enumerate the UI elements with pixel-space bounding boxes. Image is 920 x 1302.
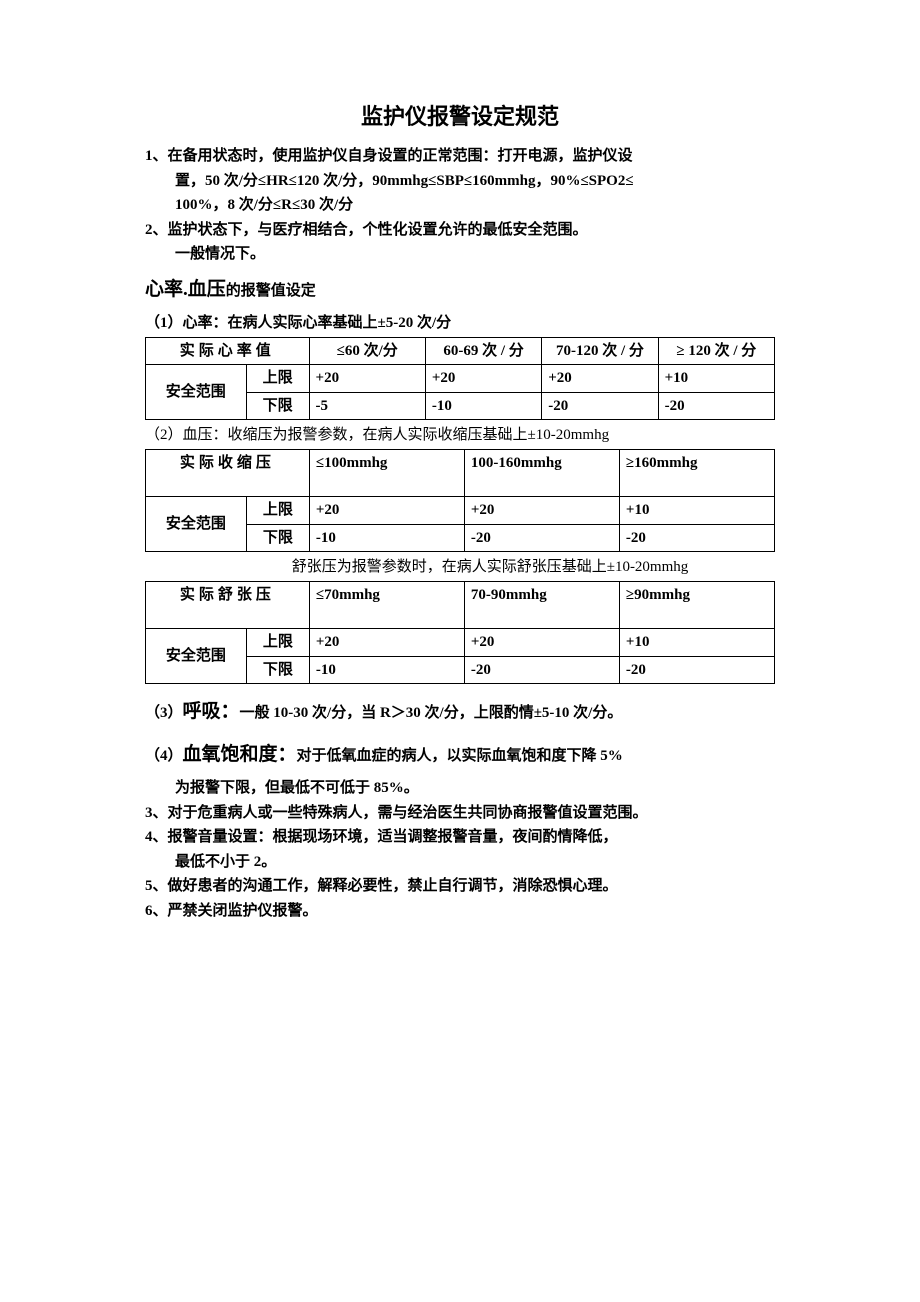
page-title: 监护仪报警设定规范 bbox=[145, 100, 775, 133]
cell-header: 70-90mmhg bbox=[464, 581, 619, 629]
list-marker: 6、 bbox=[145, 903, 168, 919]
tail-item-6: 6、严禁关闭监护仪报警。 bbox=[145, 900, 775, 923]
spo2-prefix: （4） bbox=[145, 748, 183, 764]
cell-range-label: 安全范围 bbox=[146, 365, 247, 420]
spo2-big: 血氧饱和度： bbox=[183, 744, 297, 765]
cell-value: -20 bbox=[464, 656, 619, 684]
table-row: 安全范围 上限 +20 +20 +10 bbox=[146, 497, 775, 525]
cell-value: -20 bbox=[619, 656, 774, 684]
dbp-caption: 舒张压为报警参数时，在病人实际舒张压基础上±10-20mmhg bbox=[145, 556, 775, 579]
cell-header: ≥160mmhg bbox=[619, 449, 774, 497]
intro-item-2-line2: 一般情况下。 bbox=[145, 243, 775, 266]
dbp-table: 实际舒张压 ≤70mmhg 70-90mmhg ≥90mmhg 安全范围 上限 … bbox=[145, 581, 775, 685]
cell-upper-label: 上限 bbox=[246, 629, 309, 657]
sbp-table: 实际收缩压 ≤100mmhg 100-160mmhg ≥160mmhg 安全范围… bbox=[145, 449, 775, 553]
spo2-line2: 为报警下限，但最低不可低于 85%。 bbox=[145, 777, 775, 800]
text: 报警音量设置：根据现场环境，适当调整报警音量，夜间酌情降低， bbox=[168, 829, 618, 845]
cell-value: +20 bbox=[309, 497, 464, 525]
cell-row-label: 实际收缩压 bbox=[146, 449, 310, 497]
heading-rest: 的报警值设定 bbox=[226, 283, 316, 299]
cell-header: ≤60 次/分 bbox=[309, 337, 425, 365]
cell-lower-label: 下限 bbox=[246, 656, 309, 684]
text: 做好患者的沟通工作，解释必要性，禁止自行调节，消除恐惧心理。 bbox=[168, 878, 618, 894]
tail-item-5: 5、做好患者的沟通工作，解释必要性，禁止自行调节，消除恐惧心理。 bbox=[145, 875, 775, 898]
cell-value: +20 bbox=[464, 497, 619, 525]
cell-value: +20 bbox=[542, 365, 658, 393]
cell-value: -20 bbox=[658, 392, 774, 420]
table-row: 实际舒张压 ≤70mmhg 70-90mmhg ≥90mmhg bbox=[146, 581, 775, 629]
cell-upper-label: 上限 bbox=[246, 497, 309, 525]
resp-prefix: （3） bbox=[145, 705, 183, 721]
sbp-caption: （2）血压：收缩压为报警参数，在病人实际收缩压基础上±10-20mmhg bbox=[145, 424, 775, 447]
list-marker: 2、 bbox=[145, 222, 168, 238]
cell-header: 60-69 次 / 分 bbox=[425, 337, 541, 365]
resp-section: （3）呼吸：一般 10-30 次/分，当 R＞30 次/分，上限酌情±5-10 … bbox=[145, 698, 775, 727]
cell-value: +10 bbox=[619, 629, 774, 657]
table-row: 安全范围 上限 +20 +20 +20 +10 bbox=[146, 365, 775, 393]
text: 在备用状态时，使用监护仪自身设置的正常范围：打开电源，监护仪设 bbox=[168, 148, 633, 164]
text: 严禁关闭监护仪报警。 bbox=[168, 903, 318, 919]
list-marker: 5、 bbox=[145, 878, 168, 894]
intro-item-2: 2、监护状态下，与医疗相结合，个性化设置允许的最低安全范围。 bbox=[145, 219, 775, 242]
cell-value: -20 bbox=[542, 392, 658, 420]
spo2-rest1: 对于低氧血症的病人，以实际血氧饱和度下降 5% bbox=[297, 748, 623, 764]
cell-value: -10 bbox=[425, 392, 541, 420]
cell-value: +10 bbox=[619, 497, 774, 525]
cell-header: 70-120 次 / 分 bbox=[542, 337, 658, 365]
spo2-section: （4）血氧饱和度：对于低氧血症的病人，以实际血氧饱和度下降 5% bbox=[145, 741, 775, 770]
resp-rest: 一般 10-30 次/分，当 R＞30 次/分，上限酌情±5-10 次/分。 bbox=[240, 705, 623, 721]
table-row: 安全范围 上限 +20 +20 +10 bbox=[146, 629, 775, 657]
cell-value: -10 bbox=[309, 656, 464, 684]
cell-header: ≥90mmhg bbox=[619, 581, 774, 629]
cell-header: ≥ 120 次 / 分 bbox=[658, 337, 774, 365]
heading-big: 心率.血压 bbox=[145, 279, 226, 300]
cell-range-label: 安全范围 bbox=[146, 497, 247, 552]
tail-item-4-line2: 最低不小于 2。 bbox=[145, 851, 775, 874]
intro-item-1-line2: 置，50 次/分≤HR≤120 次/分，90mmhg≤SBP≤160mmhg，9… bbox=[145, 170, 775, 193]
resp-big: 呼吸： bbox=[183, 701, 240, 722]
cell-value: -20 bbox=[464, 524, 619, 552]
cell-value: +20 bbox=[309, 629, 464, 657]
table-row: 实际收缩压 ≤100mmhg 100-160mmhg ≥160mmhg bbox=[146, 449, 775, 497]
cell-range-label: 安全范围 bbox=[146, 629, 247, 684]
hr-table: 实际心率值 ≤60 次/分 60-69 次 / 分 70-120 次 / 分 ≥… bbox=[145, 337, 775, 421]
cell-value: -5 bbox=[309, 392, 425, 420]
cell-header: ≤100mmhg bbox=[309, 449, 464, 497]
list-marker: 3、 bbox=[145, 805, 168, 821]
cell-row-label: 实际心率值 bbox=[146, 337, 310, 365]
list-marker: 1、 bbox=[145, 148, 168, 164]
tail-item-3: 3、对于危重病人或一些特殊病人，需与经治医生共同协商报警值设置范围。 bbox=[145, 802, 775, 825]
heading-hr-bp: 心率.血压的报警值设定 bbox=[145, 276, 775, 305]
hr-caption: （1）心率：在病人实际心率基础上±5-20 次/分 bbox=[145, 312, 775, 335]
cell-value: +20 bbox=[425, 365, 541, 393]
cell-value: +10 bbox=[658, 365, 774, 393]
cell-lower-label: 下限 bbox=[246, 392, 309, 420]
cell-lower-label: 下限 bbox=[246, 524, 309, 552]
cell-value: -10 bbox=[309, 524, 464, 552]
tail-item-4: 4、报警音量设置：根据现场环境，适当调整报警音量，夜间酌情降低， bbox=[145, 826, 775, 849]
cell-header: 100-160mmhg bbox=[464, 449, 619, 497]
text: 对于危重病人或一些特殊病人，需与经治医生共同协商报警值设置范围。 bbox=[168, 805, 648, 821]
list-marker: 4、 bbox=[145, 829, 168, 845]
cell-upper-label: 上限 bbox=[246, 365, 309, 393]
cell-value: +20 bbox=[309, 365, 425, 393]
cell-row-label: 实际舒张压 bbox=[146, 581, 310, 629]
cell-value: -20 bbox=[619, 524, 774, 552]
cell-value: +20 bbox=[464, 629, 619, 657]
table-row: 实际心率值 ≤60 次/分 60-69 次 / 分 70-120 次 / 分 ≥… bbox=[146, 337, 775, 365]
text: 监护状态下，与医疗相结合，个性化设置允许的最低安全范围。 bbox=[168, 222, 588, 238]
intro-item-1-line3: 100%，8 次/分≤R≤30 次/分 bbox=[145, 194, 775, 217]
intro-item-1: 1、在备用状态时，使用监护仪自身设置的正常范围：打开电源，监护仪设 bbox=[145, 145, 775, 168]
cell-header: ≤70mmhg bbox=[309, 581, 464, 629]
